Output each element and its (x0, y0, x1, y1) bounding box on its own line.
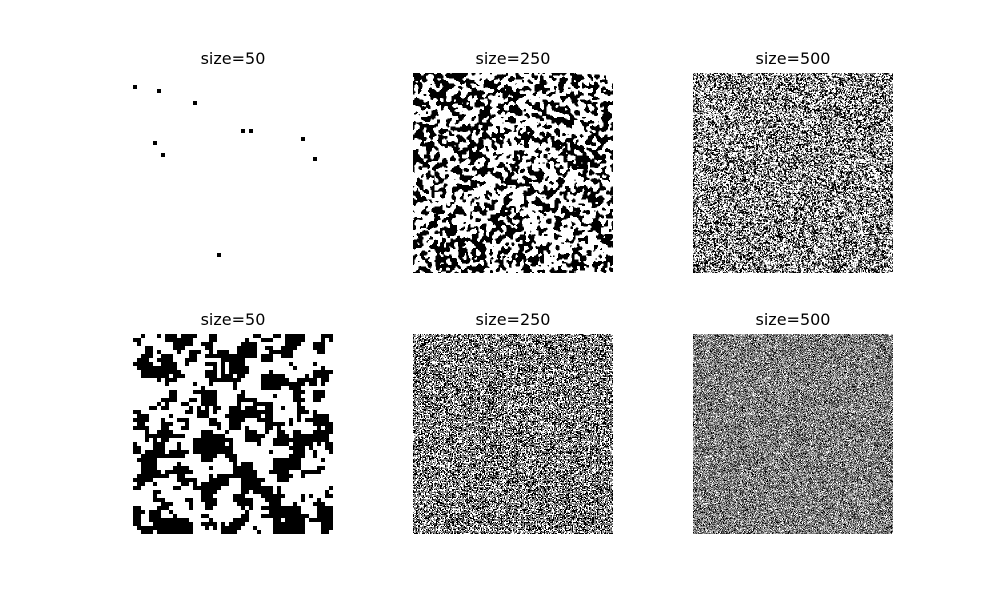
lattice-image (413, 334, 613, 534)
panel-title: size=250 (475, 49, 551, 68)
panel-title: size=50 (200, 49, 266, 68)
panel-title: size=50 (200, 310, 266, 329)
lattice-image (133, 334, 333, 534)
panel-title: size=500 (755, 49, 831, 68)
panel-title: size=250 (475, 310, 551, 329)
lattice-image (133, 73, 333, 273)
lattice-image (693, 334, 893, 534)
panel-title: size=500 (755, 310, 831, 329)
lattice-image (413, 73, 613, 273)
lattice-image (693, 73, 893, 273)
